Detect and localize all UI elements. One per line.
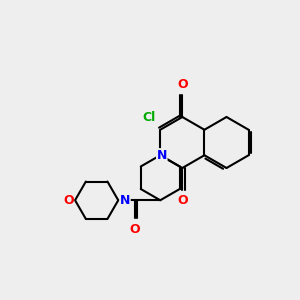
Text: O: O (129, 223, 140, 236)
Text: O: O (177, 78, 188, 91)
Text: Cl: Cl (142, 111, 156, 124)
Text: O: O (63, 194, 74, 207)
Text: N: N (120, 194, 130, 207)
Text: O: O (177, 194, 188, 207)
Text: N: N (157, 149, 167, 162)
